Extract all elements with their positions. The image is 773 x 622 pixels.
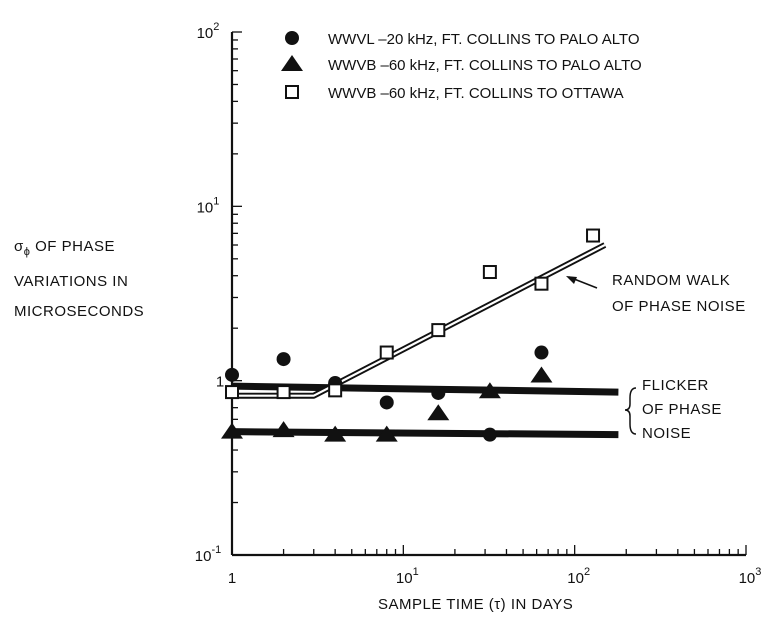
legend-label: WWVL –20 kHz, FT. COLLINS TO PALO ALTO bbox=[328, 31, 639, 48]
data-point bbox=[431, 385, 446, 400]
flicker-line bbox=[231, 382, 619, 396]
data-point bbox=[272, 421, 295, 438]
data-point bbox=[586, 228, 601, 243]
axis-tick-labels: 1 101 102 103 10-1 1 101 102 bbox=[195, 21, 762, 587]
data-markers bbox=[221, 228, 601, 442]
x-tick-label: 101 bbox=[396, 566, 419, 587]
y-tick-label: 102 bbox=[197, 21, 220, 42]
y-axis-label-line-2: VARIATIONS IN bbox=[14, 273, 129, 290]
legend-marker bbox=[285, 31, 299, 45]
legend-marker bbox=[285, 85, 299, 99]
annotation-line: NOISE bbox=[642, 425, 692, 442]
trend-lines bbox=[231, 242, 619, 439]
y-axis-label-line-3: MICROSECONDS bbox=[14, 303, 145, 320]
data-point bbox=[225, 367, 239, 382]
random-walk-line bbox=[232, 242, 607, 399]
legend-label: WWVB –60 kHz, FT. COLLINS TO OTTAWA bbox=[328, 85, 624, 102]
data-point bbox=[276, 385, 291, 400]
data-point bbox=[276, 352, 291, 367]
legend-marker bbox=[281, 55, 303, 71]
data-point bbox=[379, 345, 394, 360]
data-point bbox=[530, 366, 553, 383]
annotation-line: OF PHASE NOISE bbox=[612, 298, 746, 315]
data-point bbox=[379, 395, 394, 410]
annotation-line: FLICKER bbox=[642, 377, 709, 394]
data-point bbox=[534, 276, 549, 291]
x-tick-label: 103 bbox=[739, 566, 762, 587]
y-axis-label-line-1: σϕ OF PHASE bbox=[14, 238, 115, 258]
flicker-brace bbox=[624, 387, 637, 435]
data-point bbox=[534, 345, 549, 360]
flicker-line bbox=[231, 428, 619, 439]
random-walk-arrowhead bbox=[566, 276, 577, 284]
x-tick-label: 1 bbox=[228, 570, 236, 587]
data-point bbox=[221, 422, 243, 439]
data-point bbox=[427, 404, 450, 421]
data-point bbox=[324, 425, 347, 442]
y-tick-label: 10-1 bbox=[195, 544, 221, 565]
data-point bbox=[431, 323, 446, 338]
annotation-line: RANDOM WALK bbox=[612, 272, 731, 289]
y-tick-label: 1 bbox=[216, 374, 224, 391]
annotation-flicker: FLICKER OF PHASE NOISE bbox=[642, 374, 722, 446]
annotation-line: OF PHASE bbox=[642, 401, 722, 418]
x-axis-label: SAMPLE TIME (τ) IN DAYS bbox=[378, 596, 574, 613]
data-point bbox=[375, 425, 398, 442]
data-point bbox=[482, 265, 497, 280]
legend-label: WWVB –60 kHz, FT. COLLINS TO PALO ALTO bbox=[328, 57, 642, 74]
annotation-random-walk: RANDOM WALK OF PHASE NOISE bbox=[612, 268, 746, 320]
data-point bbox=[328, 383, 343, 398]
data-point bbox=[225, 385, 239, 400]
y-tick-label: 101 bbox=[197, 195, 220, 216]
data-point bbox=[482, 427, 497, 442]
data-point bbox=[478, 382, 501, 399]
random-walk-line-core bbox=[232, 244, 606, 397]
y-axis-label: σϕ OF PHASE VARIATIONS IN MICROSECONDS bbox=[14, 232, 144, 327]
x-tick-label: 102 bbox=[567, 566, 590, 587]
legend: WWVL –20 kHz, FT. COLLINS TO PALO ALTO WW… bbox=[281, 31, 642, 102]
